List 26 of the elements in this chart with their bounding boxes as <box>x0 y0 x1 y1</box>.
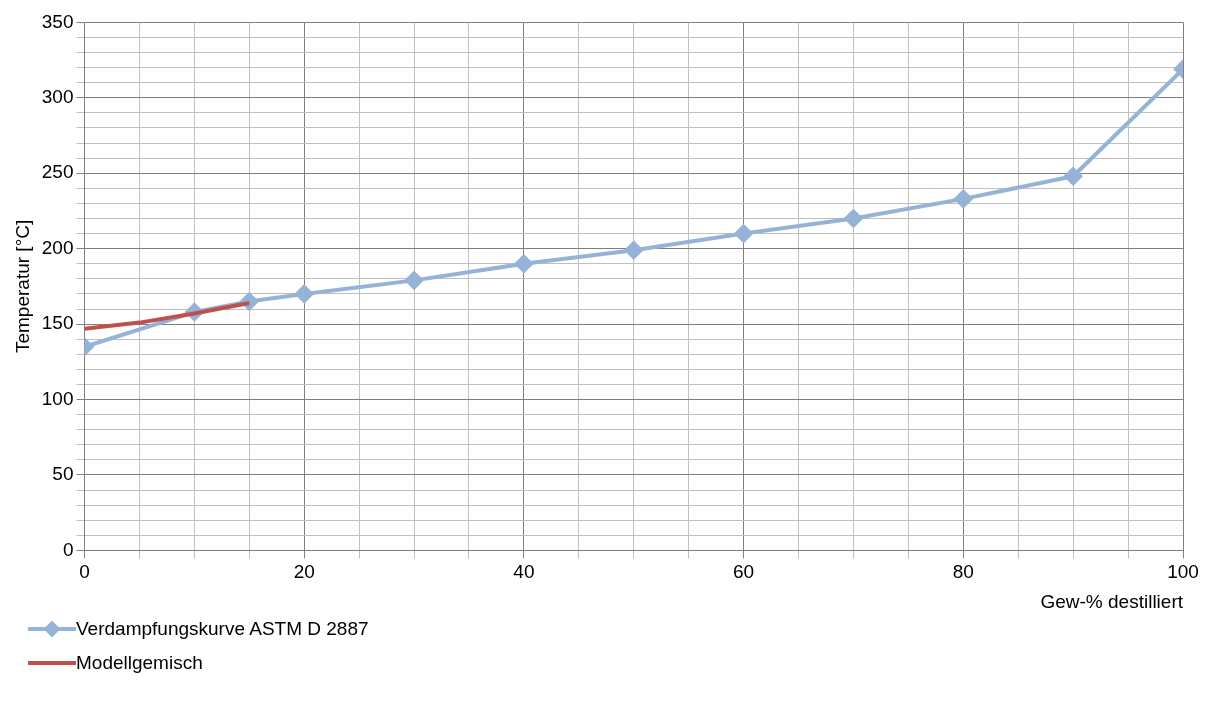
point <box>295 284 314 303</box>
x-tick-label: 40 <box>513 561 535 583</box>
y-tick-label: 150 <box>41 312 74 334</box>
legend-label: Modellgemisch <box>76 652 203 674</box>
x-axis-title: Gew-% destilliert <box>1040 590 1184 612</box>
point <box>844 209 863 228</box>
y-tick-label: 300 <box>41 86 74 108</box>
point <box>1064 167 1083 186</box>
y-axis-title: Temperatur [°C] <box>11 219 33 354</box>
x-tick-label: 100 <box>1167 561 1199 583</box>
point <box>624 241 643 260</box>
x-tick-label: 80 <box>952 561 974 583</box>
y-tick-label: 50 <box>52 463 74 485</box>
y-tick-label: 0 <box>62 538 74 560</box>
x-tick-label: 0 <box>79 561 90 583</box>
y-tick-label: 250 <box>41 161 74 183</box>
point <box>734 224 753 243</box>
x-tick-label: 20 <box>293 561 315 583</box>
x-tick-label: 60 <box>733 561 755 583</box>
point <box>954 189 973 208</box>
y-tick-label: 100 <box>41 387 74 409</box>
y-tick-label: 350 <box>41 10 74 32</box>
legend-label: Verdampfungskurve ASTM D 2887 <box>76 618 369 640</box>
point <box>405 271 424 290</box>
y-tick-label: 200 <box>41 236 74 258</box>
point <box>514 254 533 273</box>
